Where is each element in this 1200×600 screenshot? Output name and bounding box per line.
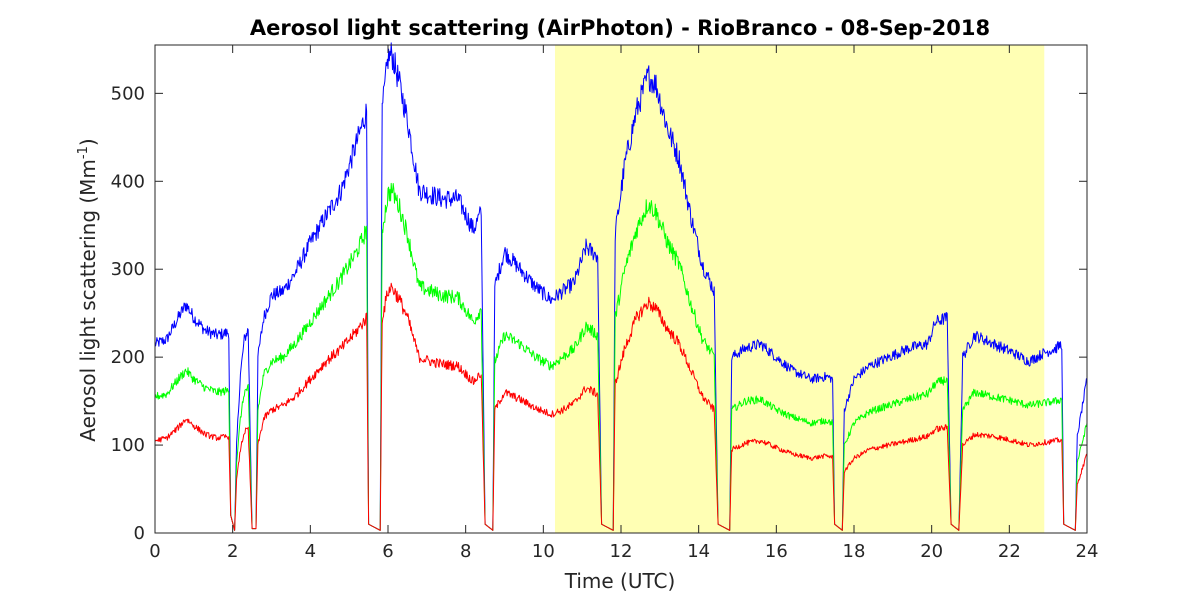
x-tick-label-0: 0 [149,541,160,562]
chart-title: Aerosol light scattering (AirPhoton) - R… [250,16,990,40]
y-tick-label-400: 400 [111,171,145,192]
x-tick-label-14: 14 [687,541,710,562]
series-line-1 [154,42,1088,531]
y-axis: 0 100 200 300 400 500 [111,83,1087,544]
y-tick-label-0: 0 [134,523,145,544]
x-tick-label-8: 8 [460,541,471,562]
series-layer [154,42,1088,531]
x-tick-label-18: 18 [843,541,866,562]
x-tick-label-16: 16 [765,541,788,562]
y-tick-label-100: 100 [111,435,145,456]
x-axis: 0 2 4 6 8 10 12 14 16 18 20 22 24 [149,45,1098,562]
x-tick-label-12: 12 [610,541,633,562]
series-line-2 [154,182,1088,531]
x-tick-label-10: 10 [532,541,555,562]
y-axis-label-main: Aerosol light scattering (Mm [76,159,100,442]
x-tick-label-24: 24 [1076,541,1099,562]
x-tick-label-4: 4 [305,541,316,562]
y-axis-label-close: ) [76,138,100,146]
y-tick-label-200: 200 [111,347,145,368]
y-axis-label-superscript: -1 [76,146,91,159]
daylight-shading [554,45,1045,533]
x-tick-label-2: 2 [227,541,238,562]
x-tick-label-22: 22 [998,541,1021,562]
y-tick-label-300: 300 [111,259,145,280]
x-tick-label-20: 20 [920,541,943,562]
y-axis-label: Aerosol light scattering (Mm-1) [76,138,100,441]
x-tick-label-6: 6 [382,541,393,562]
series-line-3 [154,282,1088,531]
y-tick-label-500: 500 [111,83,145,104]
x-axis-label: Time (UTC) [564,569,676,593]
